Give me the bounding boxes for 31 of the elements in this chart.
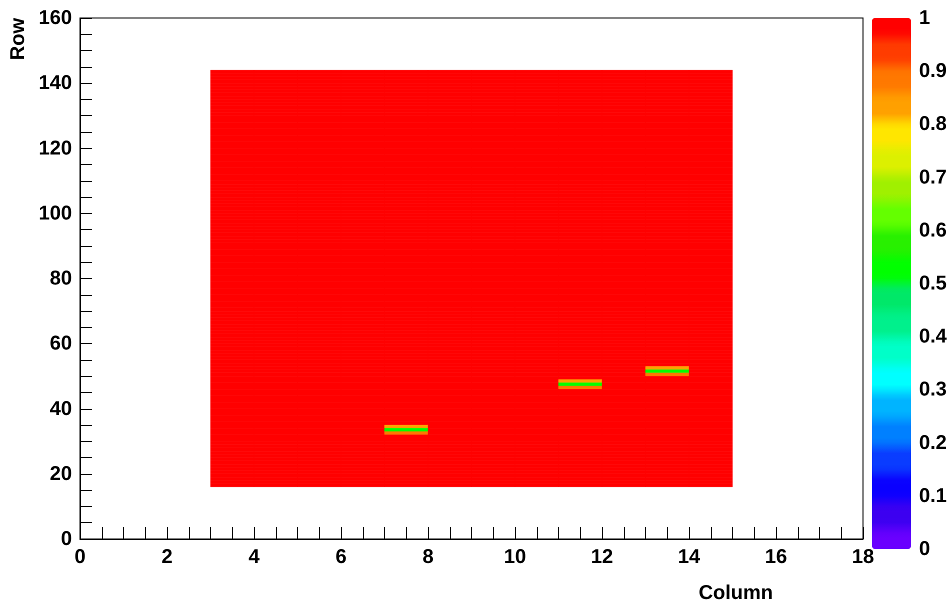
color-bar-label: 0.9 [919,60,947,82]
y-tick-label: 0 [60,528,72,550]
color-bar-label: 0.7 [919,166,947,188]
color-bar-label: 0.3 [919,378,947,401]
x-tick-label: 4 [248,546,260,568]
x-tick-label: 8 [422,546,434,568]
x-tick-label: 10 [504,546,526,568]
x-tick-label: 2 [161,546,173,568]
y-tick-label: 140 [38,72,72,94]
y-tick-label: 160 [38,7,72,29]
y-tick-label: 60 [50,332,72,355]
x-tick-label: 0 [74,546,86,568]
color-bar-label: 0.6 [919,219,947,242]
y-tick-label: 80 [50,268,72,290]
y-tick-label: 120 [38,137,72,160]
color-bar-label: 0.1 [919,484,947,507]
y-axis-title: Row [7,18,29,60]
x-axis-title: Column [698,582,773,603]
color-bar-label: 1 [919,7,930,29]
x-tick-label: 14 [678,546,701,568]
y-tick-label: 20 [50,462,72,485]
y-tick-label: 40 [50,398,72,420]
color-bar-label: 0.2 [919,432,947,454]
x-tick-label: 12 [590,546,614,568]
x-tick-label: 6 [335,546,347,568]
color-bar-label: 0.8 [919,113,947,136]
x-tick-label: 16 [764,546,788,568]
x-tick-label: 18 [852,546,874,568]
color-bar-label: 0.4 [919,326,948,348]
color-bar-label: 0.5 [919,272,947,294]
y-tick-label: 100 [38,202,72,224]
